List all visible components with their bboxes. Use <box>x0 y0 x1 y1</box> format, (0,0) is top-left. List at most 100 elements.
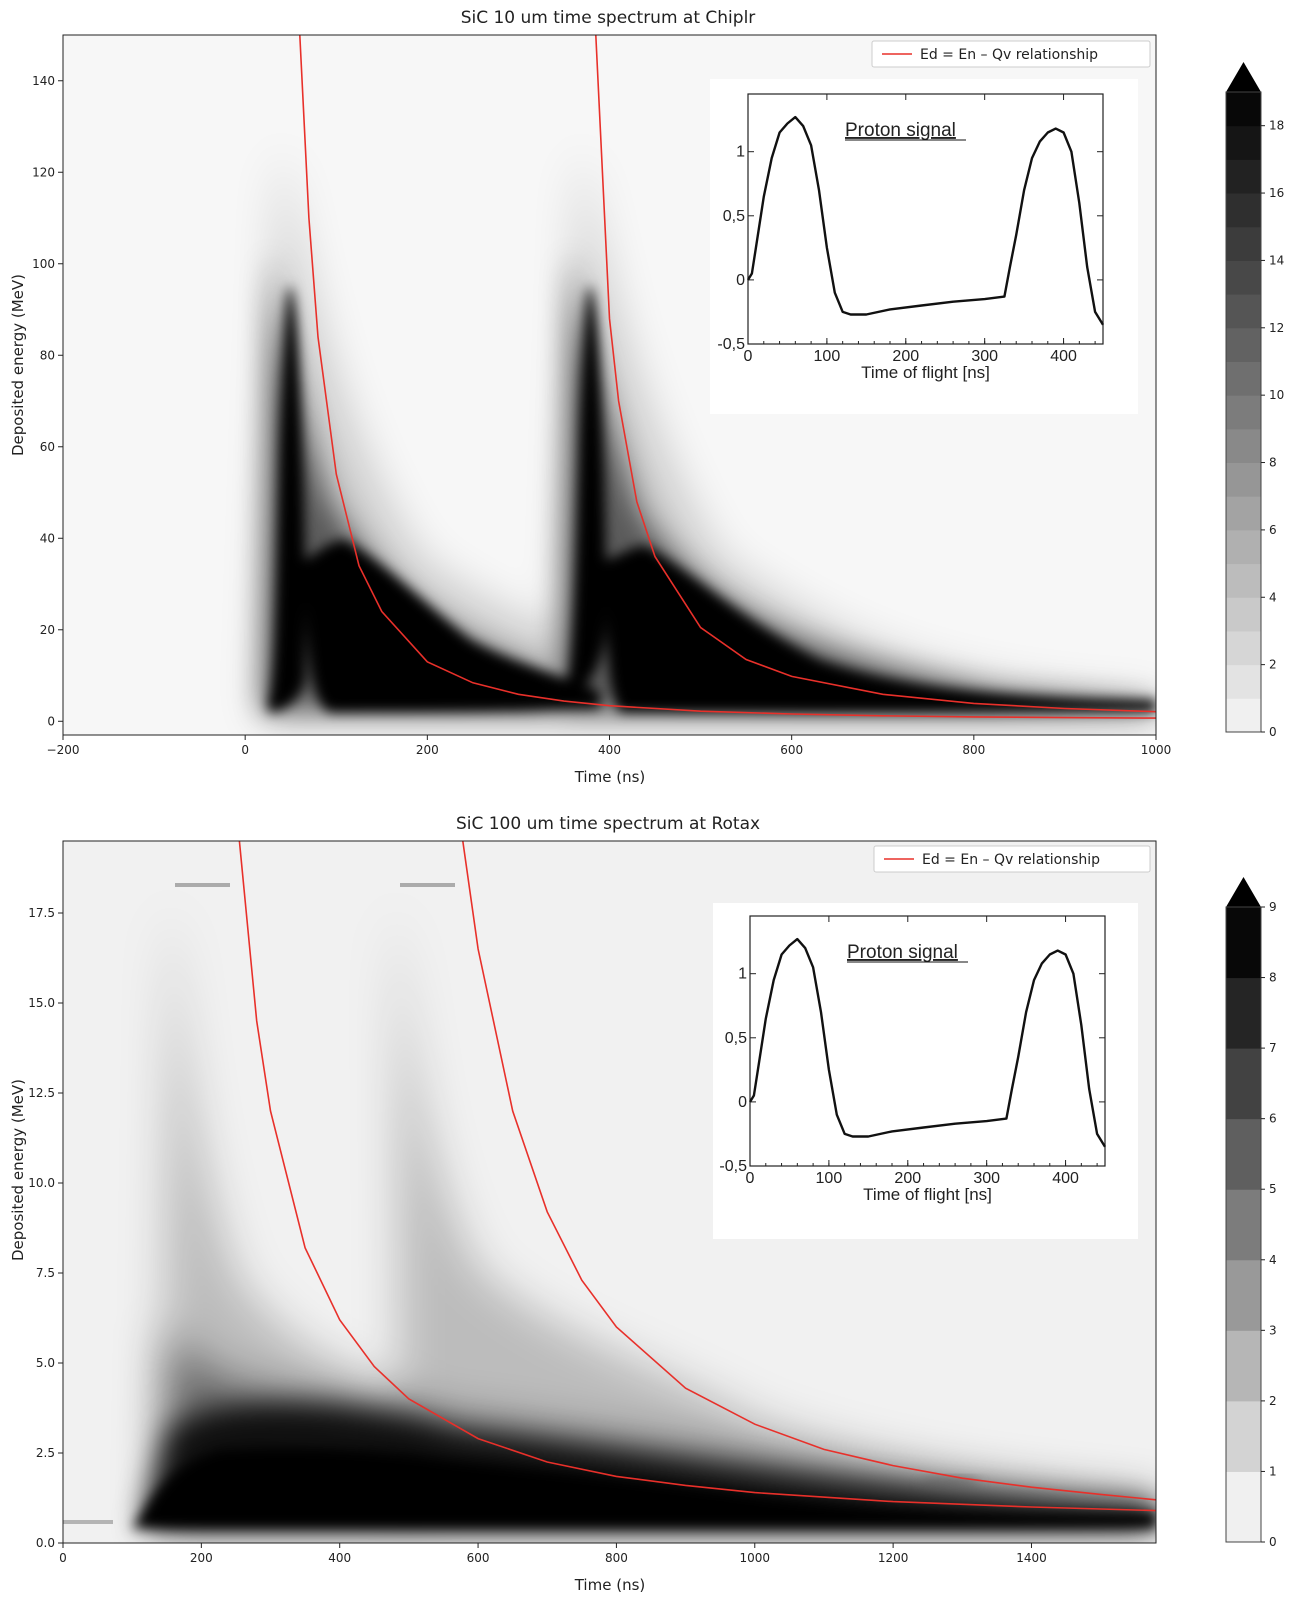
colorbar-frame <box>1225 91 1262 733</box>
inset-x-tick-label: 100 <box>816 1170 843 1187</box>
colorbar-tick-label: 8 <box>1269 456 1277 470</box>
colorbar-level <box>1226 159 1261 194</box>
inset-x-axis-label: Time of flight [ns] <box>863 1185 992 1204</box>
y-axis-label: Deposited energy (MeV) <box>9 1079 27 1261</box>
relationship-curves <box>299 35 1156 719</box>
relationship-curve <box>238 841 1156 1512</box>
y-tick-label: 17.5 <box>28 906 55 920</box>
colorbar-level <box>1226 462 1261 497</box>
colorbar-frame <box>1225 906 1262 1543</box>
colorbar-tick-label: 0 <box>1269 1535 1277 1549</box>
x-tick-label: 200 <box>190 1551 213 1565</box>
colorbar-level <box>1226 395 1261 430</box>
colorbar-extend-arrow <box>1226 877 1261 907</box>
inset-x-tick-label: 200 <box>894 1170 921 1187</box>
inset-annotation: Proton signal <box>847 942 958 963</box>
y-axis-label: Deposited energy (MeV) <box>9 274 27 456</box>
y-tick-label: 10.0 <box>28 1176 55 1190</box>
y-tick-label: 100 <box>32 257 55 271</box>
y-tick-label: 40 <box>40 531 55 545</box>
inset-x-tick-label: 100 <box>814 348 841 365</box>
density-map <box>63 883 1156 1528</box>
colorbar-level <box>1226 630 1261 666</box>
colorbar-level <box>1226 226 1261 261</box>
x-tick-label: 600 <box>780 743 803 757</box>
x-tick-label: 1200 <box>878 1551 909 1565</box>
colorbar-tick-label: 4 <box>1269 590 1277 604</box>
colorbar-level <box>1226 294 1261 329</box>
x-axis: 0 200 400 600 800 1000 1200 1400 <box>59 1543 1047 1565</box>
x-tick-label: 0 <box>241 743 249 757</box>
x-tick-label: 400 <box>598 743 621 757</box>
inset-x-tick-label: 300 <box>973 1170 1000 1187</box>
colorbar-tick-label: 18 <box>1269 119 1284 133</box>
inset-y-tick-label: 0,5 <box>723 208 745 225</box>
inset-frame <box>749 915 1106 1167</box>
y-tick-label: 60 <box>40 440 55 454</box>
inset-y-tick-label: 1 <box>738 966 747 983</box>
inset-signal-line <box>746 115 1105 326</box>
inset-x-tick-label: 400 <box>1050 348 1077 365</box>
y-tick-label: 80 <box>40 348 55 362</box>
colorbar-tick-label: 4 <box>1269 1253 1277 1267</box>
x-tick-label: 400 <box>328 1551 351 1565</box>
colorbar-tick-label: 7 <box>1269 1041 1277 1055</box>
chart-title: SiC 10 um time spectrum at Chiplr <box>461 8 756 28</box>
y-tick-label: 15.0 <box>28 996 55 1010</box>
colorbar-level <box>1226 92 1261 127</box>
x-axis-label: Time (ns) <box>574 1576 646 1594</box>
x-tick-label: 1000 <box>739 1551 770 1565</box>
colorbar-level <box>1226 907 1261 979</box>
colorbar-level <box>1226 428 1261 464</box>
legend-label: Ed = En – Qv relationship <box>920 47 1098 63</box>
colorbar-level <box>1226 1189 1261 1261</box>
x-tick-label: 800 <box>605 1551 628 1565</box>
colorbar-level <box>1226 327 1261 362</box>
y-axis: 0.0 2.5 5.0 7.5 10.0 12.5 15.0 17.5 <box>28 906 63 1550</box>
colorbar-level <box>1226 1259 1261 1331</box>
chart-title: SiC 100 um time spectrum at Rotax <box>456 814 760 834</box>
legend: Ed = En – Qv relationship <box>873 845 1151 873</box>
colorbar-tick-label: 0 <box>1269 725 1277 739</box>
chart-panel-rotax: SiC 100 um time spectrum at Rotax <box>9 814 1277 1594</box>
colorbar-tick-label: 9 <box>1269 900 1277 914</box>
colorbar-level <box>1226 1048 1261 1120</box>
plot-frame <box>62 840 1157 1544</box>
colorbar-tick-label: 6 <box>1269 523 1277 537</box>
inset-x-tick-label: 0 <box>746 1170 755 1187</box>
relationship-curve <box>462 841 1156 1501</box>
colorbar-level <box>1226 1118 1261 1190</box>
y-tick-label: 2.5 <box>36 1446 55 1460</box>
colorbar-tick-label: 12 <box>1269 321 1284 335</box>
inset-x-tick-label: 300 <box>971 348 998 365</box>
x-tick-label: −200 <box>47 743 80 757</box>
y-axis: 0 20 40 60 80 100 120 140 <box>32 74 63 728</box>
y-tick-label: 20 <box>40 623 55 637</box>
x-axis-label: Time (ns) <box>574 768 646 786</box>
y-tick-label: 5.0 <box>36 1356 55 1370</box>
colorbar-level <box>1226 1471 1261 1543</box>
colorbar-tick-label: 10 <box>1269 388 1284 402</box>
y-tick-label: 120 <box>32 165 55 179</box>
x-tick-label: 800 <box>962 743 985 757</box>
colorbar-tick-label: 3 <box>1269 1323 1277 1337</box>
colorbar-level <box>1226 361 1261 396</box>
x-tick-label: 600 <box>467 1551 490 1565</box>
colorbar-level <box>1226 496 1261 531</box>
inset-annotation: Proton signal <box>845 120 956 141</box>
inset-y-tick-label: -0,5 <box>719 1158 747 1175</box>
colorbar-level <box>1226 977 1261 1049</box>
colorbar: 0 1 2 3 4 5 6 7 8 9 <box>1225 877 1277 1549</box>
inset-y-tick-label: 0,5 <box>725 1030 747 1047</box>
density-map <box>260 140 1156 720</box>
colorbar-level <box>1226 563 1261 598</box>
colorbar: 0 2 4 6 8 10 12 14 16 18 <box>1225 62 1284 739</box>
colorbar-tick-label: 2 <box>1269 658 1277 672</box>
inset-x-tick-label: 0 <box>744 348 753 365</box>
inset-x-axis-label: Time of flight [ns] <box>861 363 990 382</box>
y-tick-label: 0.0 <box>36 1536 55 1550</box>
colorbar-tick-label: 6 <box>1269 1112 1277 1126</box>
